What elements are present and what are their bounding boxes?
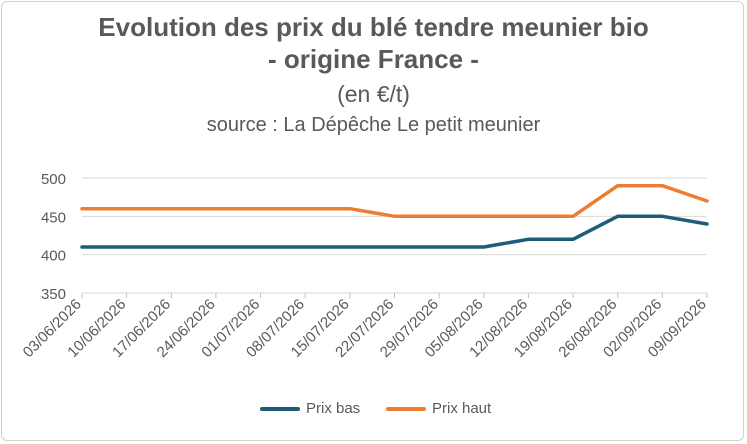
y-tick-label: 350 xyxy=(41,286,66,303)
chart-subtitle: - origine France - xyxy=(268,44,479,74)
legend-item-prix-haut: Prix haut xyxy=(386,400,491,417)
legend-label-prix-haut: Prix haut xyxy=(432,400,492,417)
chart-title: Evolution des prix du blé tendre meunier… xyxy=(98,12,649,42)
y-tick-label: 500 xyxy=(41,171,66,188)
legend-item-prix-bas: Prix bas xyxy=(260,400,360,417)
chart-title-block: Evolution des prix du blé tendre meunier… xyxy=(0,12,747,138)
legend-label-prix-bas: Prix bas xyxy=(306,400,361,417)
y-tick-label: 450 xyxy=(41,209,66,226)
chart-source: source : La Dépêche Le petit meunier xyxy=(206,114,541,136)
series-line-prix-bas xyxy=(80,214,709,249)
legend-swatch-prix-haut xyxy=(386,406,426,411)
chart-legend: Prix bas Prix haut xyxy=(0,400,747,422)
series-line-prix-haut xyxy=(80,183,709,219)
y-tick-label: 400 xyxy=(41,248,66,265)
chart-unit: (en €/t) xyxy=(337,81,410,107)
legend-swatch-prix-bas xyxy=(260,406,300,411)
